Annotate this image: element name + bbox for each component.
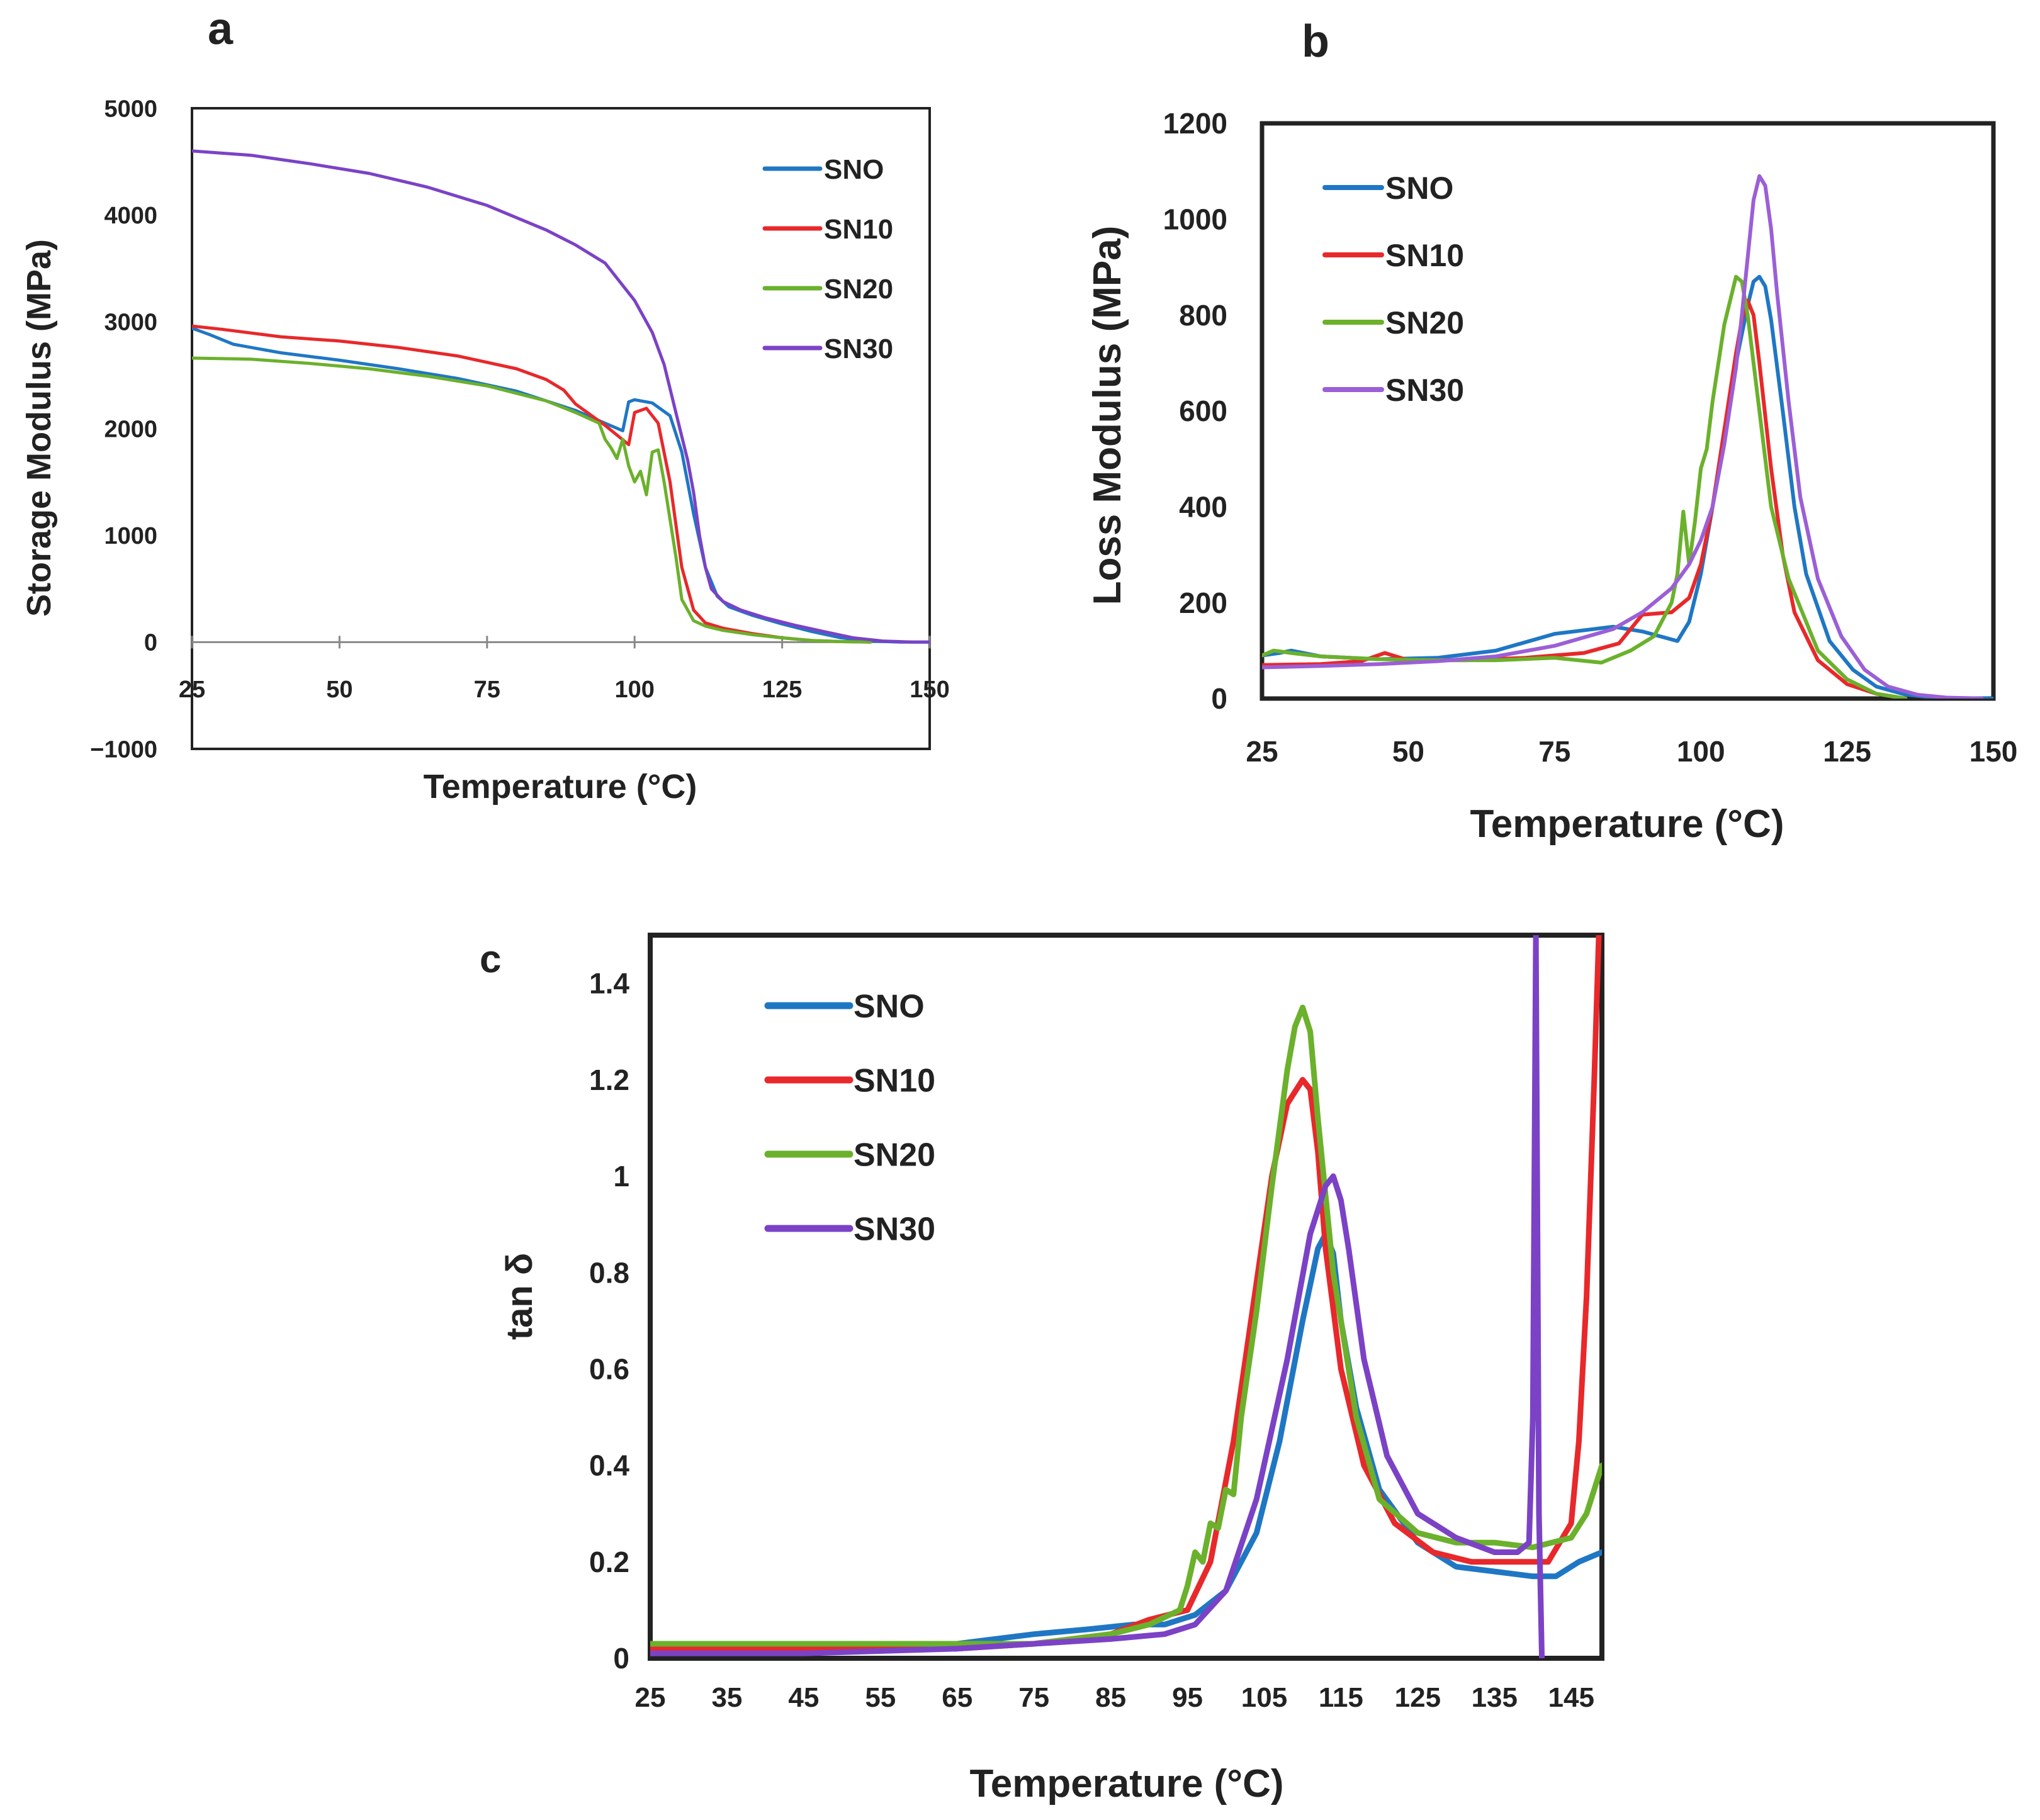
b-legend-label-sno: SNO — [1385, 171, 1453, 206]
b-series-line-sn30 — [1262, 174, 1984, 699]
c-x-tick-label: 145 — [1548, 1682, 1594, 1713]
b-x-tick-label: 150 — [1970, 735, 2018, 768]
a-y-tick-label: 4000 — [104, 203, 157, 229]
a-y-tick-label: 5000 — [104, 96, 157, 122]
a-legend-label-sn30: SN30 — [824, 334, 893, 364]
panel-b-plot-frame — [1260, 121, 1996, 701]
panel-c-label: c — [480, 938, 501, 981]
b-y-tick-label: 800 — [1179, 299, 1227, 332]
c-y-tick-label: 1.2 — [589, 1064, 629, 1096]
panel-b-y-tick-labels: 0 200 400 600 800 1000 1200 — [1163, 107, 1227, 715]
b-y-tick-label: 400 — [1179, 490, 1227, 523]
b-y-tick-label: 200 — [1179, 587, 1227, 619]
panel-a-legend: SNO SN10 SN20 SN30 — [762, 154, 893, 364]
panel-c-y-tick-labels: 0 0.2 0.4 0.6 0.8 1 1.2 1.4 — [589, 967, 629, 1675]
c-x-tick-label: 45 — [788, 1682, 819, 1713]
c-y-tick-label: 0.8 — [589, 1256, 629, 1289]
panel-a-x-tick-labels: 25 50 75 100 125 150 — [179, 677, 950, 703]
a-legend-label-sn10: SN10 — [824, 214, 893, 245]
panel-b-legend: SNO SN10 SN20 SN30 — [1322, 171, 1464, 408]
panel-a-storage-modulus: a 25 50 75 100 125 150 −1000 0 1000 2000 3000 4000… — [20, 4, 950, 806]
panel-c-x-axis-title: Temperature (°C) — [969, 1762, 1283, 1806]
a-y-tick-label: 1000 — [104, 523, 157, 549]
panel-c-x-tick-labels: 25 35 45 55 65 75 85 95 105 115 125 135 145 — [635, 1682, 1594, 1713]
c-x-tick-label: 135 — [1472, 1682, 1518, 1713]
panel-c-tan-delta: c 25 35 45 55 65 75 85 95 105 115 125 135 145 0 0.2 0.… — [480, 933, 1604, 1806]
panel-b-label: b — [1302, 16, 1329, 67]
a-legend-label-sn20: SN20 — [824, 274, 893, 305]
c-series-line-sn20 — [650, 1004, 1602, 1647]
panel-a-plot-frame — [191, 107, 931, 750]
c-x-tick-label: 125 — [1395, 1682, 1441, 1713]
c-x-tick-label: 85 — [1095, 1682, 1126, 1713]
a-y-tick-label: 0 — [144, 630, 157, 656]
b-x-tick-label: 75 — [1538, 735, 1570, 768]
a-y-tick-label: 3000 — [104, 310, 157, 336]
a-series-line-sn30 — [192, 149, 930, 644]
panel-c-legend: SNO SN10 SN20 SN30 — [764, 989, 935, 1248]
b-x-tick-label: 25 — [1246, 735, 1278, 768]
panel-a-series — [192, 149, 930, 644]
b-y-tick-label: 0 — [1211, 682, 1227, 715]
a-x-tick-label: 75 — [474, 677, 500, 703]
c-y-tick-label: 0.4 — [589, 1449, 629, 1482]
panel-a-y-tick-labels: −1000 0 1000 2000 3000 4000 5000 — [90, 96, 157, 763]
panel-b-loss-modulus: b 25 50 75 100 125 150 020040060080010001200 … — [1086, 16, 2017, 846]
c-y-tick-label: 0.2 — [589, 1546, 629, 1578]
b-x-tick-label: 50 — [1392, 735, 1424, 768]
c-x-tick-label: 105 — [1241, 1682, 1287, 1713]
panel-b-y-axis-title: Loss Modulus (MPa) — [1086, 226, 1129, 605]
b-legend-label-sn20: SN20 — [1385, 305, 1464, 340]
panel-b-x-tick-labels: 25 50 75 100 125 150 — [1246, 735, 2017, 768]
c-x-tick-label: 65 — [942, 1682, 972, 1713]
c-y-tick-label: 0.6 — [589, 1353, 629, 1386]
b-y-tick-label: 1000 — [1163, 203, 1227, 235]
b-x-tick-label: 100 — [1677, 735, 1725, 768]
c-legend-label-sn10: SN10 — [854, 1063, 935, 1099]
panel-b-x-axis-title: Temperature (°C) — [1470, 802, 1784, 846]
c-x-tick-label: 25 — [635, 1682, 666, 1713]
panel-c-y-axis-title: tan δ — [499, 1253, 540, 1340]
c-x-tick-label: 75 — [1018, 1682, 1049, 1713]
panel-c-series — [650, 935, 1602, 1658]
a-x-tick-label: 125 — [762, 677, 802, 703]
c-legend-label-sn20: SN20 — [854, 1137, 935, 1174]
a-x-tick-label: 50 — [326, 677, 352, 703]
b-y-tick-label: 600 — [1179, 395, 1227, 427]
c-legend-label-sn30: SN30 — [854, 1211, 935, 1248]
b-legend-label-sn10: SN10 — [1385, 238, 1464, 273]
c-y-tick-label: 1 — [613, 1160, 629, 1193]
panel-a-label: a — [208, 4, 234, 54]
panel-c-plot-frame — [648, 933, 1604, 1661]
c-legend-label-sno: SNO — [854, 989, 925, 1025]
c-x-tick-label: 55 — [865, 1682, 896, 1713]
a-series-line-sno — [192, 327, 930, 644]
a-y-tick-label: 2000 — [104, 416, 157, 442]
c-series-line-sno — [650, 1231, 1602, 1652]
panel-a-y-axis-title: Storage Modulus (MPa) — [20, 239, 58, 617]
a-series-line-sn10 — [192, 324, 872, 644]
c-y-tick-label: 0 — [613, 1642, 629, 1675]
c-x-tick-label: 95 — [1172, 1682, 1203, 1713]
a-series-line-sn20 — [192, 356, 872, 644]
a-x-tick-label: 100 — [614, 677, 654, 703]
b-series-line-sn20 — [1262, 274, 1908, 699]
panel-b-series — [1262, 174, 1993, 699]
a-y-tick-label: −1000 — [90, 736, 157, 763]
panel-a-x-axis-title: Temperature (°C) — [424, 768, 697, 806]
a-x-tick-label: 25 — [179, 677, 205, 703]
b-legend-label-sn30: SN30 — [1385, 373, 1464, 408]
b-x-tick-label: 125 — [1823, 735, 1871, 768]
c-y-tick-label: 1.4 — [589, 967, 629, 1000]
c-series-line-sn30 — [650, 935, 1545, 1658]
a-x-tick-label: 150 — [910, 677, 949, 703]
c-x-tick-label: 35 — [711, 1682, 742, 1713]
b-y-tick-label: 1200 — [1163, 107, 1227, 140]
c-x-tick-label: 115 — [1319, 1682, 1363, 1713]
a-legend-label-sno: SNO — [824, 154, 884, 185]
